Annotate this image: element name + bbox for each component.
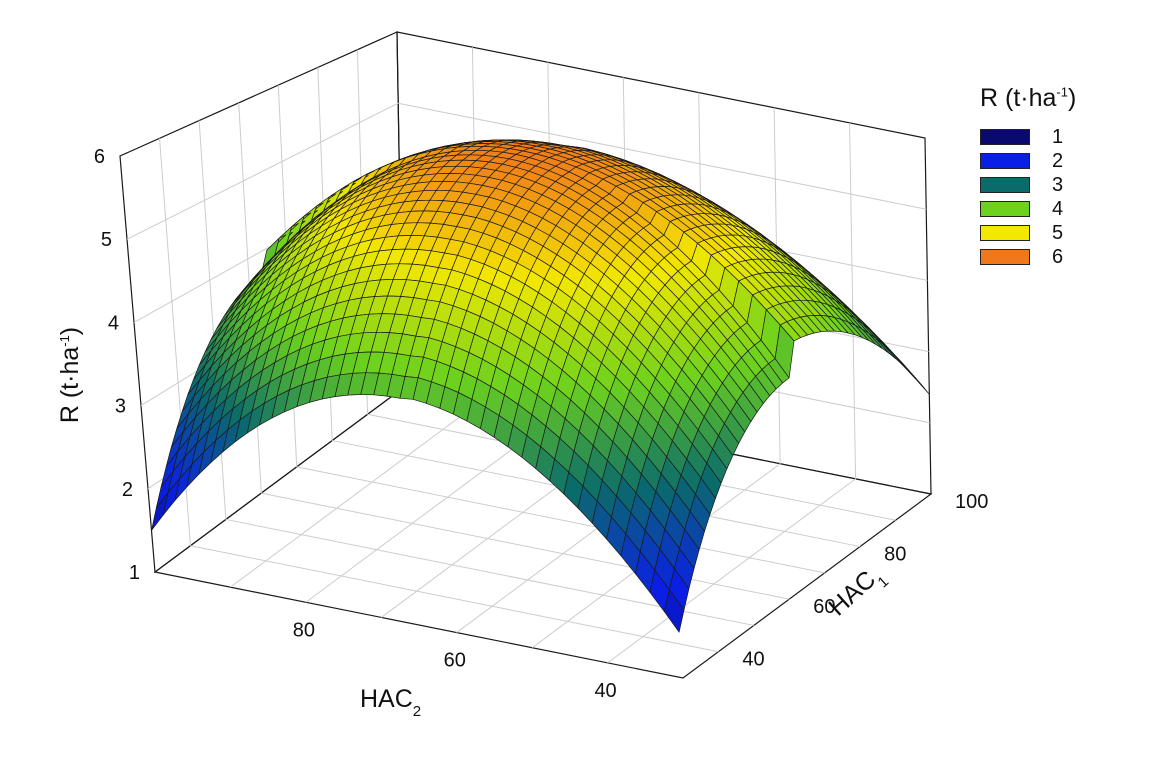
legend-item: 5 bbox=[980, 221, 1130, 245]
legend-item: 1 bbox=[980, 125, 1130, 149]
legend-label: 1 bbox=[1052, 125, 1064, 148]
legend-swatch bbox=[980, 225, 1030, 241]
legend-swatch bbox=[980, 249, 1030, 265]
grid-line bbox=[607, 478, 856, 664]
response-surface bbox=[151, 139, 930, 633]
legend-swatch bbox=[980, 177, 1030, 193]
legend-swatch bbox=[980, 129, 1030, 145]
grid-line bbox=[849, 122, 857, 479]
grid-line bbox=[296, 466, 825, 574]
hac2-tick-label: 80 bbox=[293, 619, 315, 641]
hac2-tick-label: 40 bbox=[594, 680, 616, 702]
legend-item: 3 bbox=[980, 173, 1130, 197]
z-axis-title: R (t·ha-1) bbox=[56, 327, 84, 423]
grid-line bbox=[398, 102, 927, 210]
z-tick-label: 2 bbox=[122, 479, 133, 501]
grid-line bbox=[126, 102, 399, 240]
z-tick-label: 3 bbox=[115, 396, 126, 418]
grid-line bbox=[261, 492, 790, 600]
legend-item: 2 bbox=[980, 149, 1130, 173]
hac1-tick-label: 40 bbox=[742, 649, 764, 671]
z-tick-label: 6 bbox=[94, 146, 105, 168]
hac1-tick-label: 100 bbox=[955, 491, 988, 513]
y-axis-title: HAC2 bbox=[360, 685, 421, 720]
legend-item: 4 bbox=[980, 197, 1130, 221]
legend-swatch bbox=[980, 201, 1030, 217]
hac1-tick-label: 60 bbox=[813, 596, 835, 618]
axis-walls bbox=[119, 31, 933, 679]
z-tick-label: 1 bbox=[129, 562, 140, 584]
z-tick-label: 5 bbox=[101, 229, 112, 251]
legend-label: 6 bbox=[1052, 245, 1064, 268]
floor-plane bbox=[153, 387, 933, 679]
grid-line bbox=[190, 545, 719, 653]
surface-patch bbox=[151, 492, 169, 531]
legend-label: 3 bbox=[1052, 173, 1064, 196]
legend-item: 6 bbox=[980, 245, 1130, 269]
grid-line bbox=[230, 402, 479, 588]
hac1-tick-label: 80 bbox=[884, 544, 906, 566]
legend-title: R (t·ha-1) bbox=[980, 84, 1077, 112]
legend-label: 2 bbox=[1052, 149, 1064, 172]
hac2-tick-label: 60 bbox=[444, 650, 466, 672]
legend-label: 5 bbox=[1052, 221, 1064, 244]
legend-swatch bbox=[980, 153, 1030, 169]
tick-labels: 1 2 3 4 5 6 80 60 40 40 60 80 100 bbox=[94, 146, 989, 702]
z-tick-label: 4 bbox=[108, 312, 119, 334]
legend-label: 4 bbox=[1052, 197, 1064, 220]
